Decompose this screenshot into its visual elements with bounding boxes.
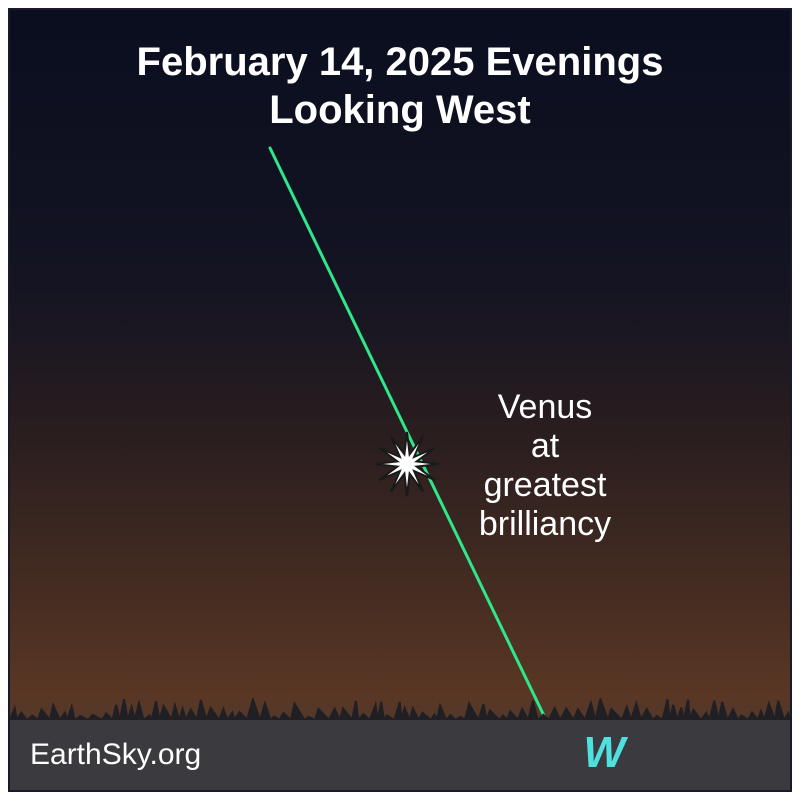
venus-label: Venusatgreatestbrilliancy [425, 388, 665, 544]
title-line-1: February 14, 2025 Evenings [10, 38, 790, 86]
title-line-2: Looking West [10, 86, 790, 134]
sky-area: February 14, 2025 Evenings Looking West … [10, 10, 790, 790]
credit-text: EarthSky.org [30, 738, 201, 772]
sky-chart-frame: February 14, 2025 Evenings Looking West … [0, 0, 800, 800]
compass-direction: W [583, 728, 625, 778]
chart-title: February 14, 2025 Evenings Looking West [10, 38, 790, 134]
tree-silhouette [10, 698, 790, 722]
